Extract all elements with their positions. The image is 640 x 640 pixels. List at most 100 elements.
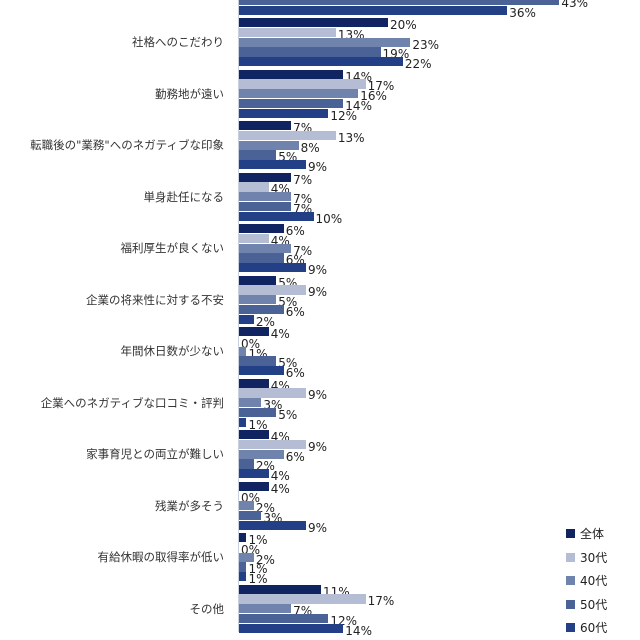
bar <box>239 263 307 273</box>
bar-value-label: 6% <box>285 304 305 319</box>
bar <box>239 562 247 572</box>
bar-value-label: 17% <box>367 594 395 609</box>
bar <box>239 501 254 511</box>
bar-value-label: 6% <box>285 224 305 238</box>
bar-value-label: 9% <box>308 439 328 454</box>
bar-value-label: 4% <box>270 327 290 341</box>
bar-value-label: 6% <box>285 449 305 464</box>
category-label: 社格へのこだわり <box>132 35 224 50</box>
category-label: 勤務地が遠い <box>155 86 224 101</box>
bar-value-label: 9% <box>308 160 328 174</box>
bar-value-label: 8% <box>300 140 320 155</box>
bar <box>239 533 247 543</box>
bar <box>239 160 307 170</box>
bar <box>239 211 314 221</box>
bar-value-label: 9% <box>308 263 328 277</box>
bar <box>239 37 411 47</box>
legend-label: 30代 <box>580 550 608 565</box>
bar-value-label: 13% <box>337 130 365 145</box>
bar-value-label: 7% <box>293 243 313 258</box>
bar <box>239 57 403 67</box>
bar <box>239 121 292 131</box>
bar <box>239 407 277 418</box>
bar <box>239 89 359 99</box>
bar <box>239 304 284 315</box>
bar <box>239 192 292 202</box>
bar <box>239 47 381 57</box>
bar <box>239 182 269 192</box>
bar <box>239 469 269 479</box>
bar-value-label: 6% <box>285 366 305 380</box>
legend-swatch-icon <box>566 599 575 609</box>
bar-value-label: 10% <box>315 211 343 226</box>
bar <box>239 594 366 604</box>
bar <box>239 439 307 450</box>
bar <box>239 520 307 530</box>
bar <box>239 5 508 15</box>
legend-swatch-icon <box>566 576 575 586</box>
bar <box>239 378 269 388</box>
legend-swatch-icon <box>566 623 575 633</box>
bar <box>239 98 344 109</box>
category-label: 福利厚生が良くない <box>120 241 225 256</box>
legend: 全体 30代 40代 50代 60代 <box>566 522 607 640</box>
category-label: 年間休日数が少ない <box>120 344 225 359</box>
legend-label: 40代 <box>580 574 608 589</box>
bar-value-label: 16% <box>360 89 387 103</box>
bar <box>239 572 247 582</box>
bar <box>239 388 307 398</box>
bar-value-label: 1% <box>248 417 268 432</box>
bar-value-label: 9% <box>308 520 328 535</box>
category-label: 残業が多そう <box>155 498 224 513</box>
bar-value-label: 1% <box>248 572 268 586</box>
bar <box>239 346 247 356</box>
legend-label: 60代 <box>580 621 608 636</box>
bar-value-label: 43% <box>561 0 589 10</box>
category-label: 単身赴任になる <box>143 189 225 204</box>
bar <box>239 623 344 633</box>
bar <box>239 327 269 337</box>
category-label: 転職後の"業務"へのネガティブな印象 <box>30 138 224 153</box>
category-label: 企業へのネガティブな口コミ・評判 <box>40 395 224 410</box>
bar <box>239 604 292 614</box>
legend-label: 50代 <box>580 597 608 612</box>
legend-item-all: 全体 <box>566 522 607 546</box>
legend-swatch-icon <box>566 552 575 562</box>
bar <box>239 201 292 212</box>
bar-value-label: 20% <box>390 18 417 32</box>
bar <box>239 417 247 427</box>
bar-value-label: 17% <box>367 79 395 94</box>
bar-value-label: 7% <box>293 172 313 187</box>
bar-value-label: 1% <box>248 533 268 547</box>
bar-value-label: 4% <box>270 469 290 483</box>
bar-value-label: 2% <box>255 314 275 329</box>
bar <box>239 584 321 594</box>
bar <box>239 79 366 89</box>
bar-value-label: 7% <box>293 192 313 206</box>
bar <box>239 172 292 182</box>
bar-value-label: 9% <box>308 388 328 403</box>
bar-value-label: 12% <box>330 108 358 123</box>
legend-label: 全体 <box>580 527 605 542</box>
bar <box>239 430 269 440</box>
bar-value-label: 1% <box>248 562 268 577</box>
category-label: 家事育児との両立が難しい <box>86 447 224 462</box>
bar <box>239 275 277 285</box>
bar <box>239 481 269 491</box>
bar <box>239 140 299 150</box>
bar <box>239 233 269 244</box>
bar <box>239 27 336 38</box>
bar-value-label: 2% <box>255 552 275 567</box>
bar <box>239 613 329 624</box>
bar <box>239 130 336 141</box>
category-axis-line <box>238 0 239 632</box>
bar <box>239 366 284 376</box>
legend-item-50s: 50代 <box>566 593 607 617</box>
bar <box>239 243 292 253</box>
bar <box>239 224 284 234</box>
bar <box>239 150 277 160</box>
bar-value-label: 14% <box>345 98 372 113</box>
bar <box>239 295 277 305</box>
bar <box>239 253 284 263</box>
